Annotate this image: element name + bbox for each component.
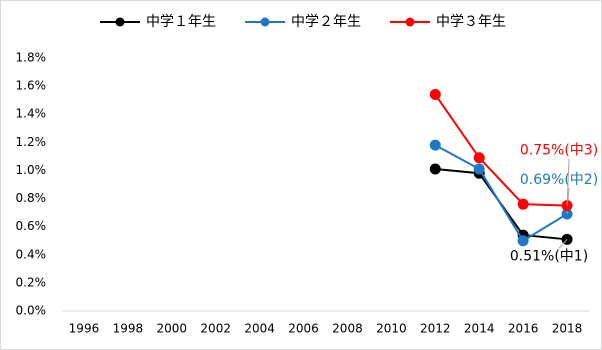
data-label: 0.51%(中1) — [510, 248, 588, 264]
series-line — [434, 144, 568, 243]
leader-line — [566, 158, 570, 206]
x-tick-label: 2004 — [244, 322, 275, 336]
data-label: 0.75%(中3) — [520, 143, 598, 159]
x-tick-label: 2002 — [200, 322, 231, 336]
y-tick-label: 1.0% — [16, 163, 47, 177]
point — [517, 235, 529, 247]
y-tick-label: 1.2% — [16, 135, 47, 149]
x-tick-label: 2012 — [420, 322, 451, 336]
y-tick-label: 0.2% — [16, 275, 47, 289]
y-tick-label: 0.6% — [16, 219, 47, 233]
x-tick-label: 2014 — [464, 322, 495, 336]
x-tick-label: 2008 — [332, 322, 363, 336]
x-tick-label: 2018 — [552, 322, 583, 336]
y-tick-label: 0.0% — [16, 304, 47, 318]
leader-line — [558, 238, 568, 249]
y-tick-label: 1.8% — [16, 51, 47, 65]
point — [473, 163, 485, 175]
y-tick-label: 1.4% — [16, 107, 47, 121]
x-tick-label: 1998 — [113, 322, 144, 336]
y-tick-label: 0.8% — [16, 191, 47, 205]
point — [517, 198, 529, 210]
series-line — [434, 93, 568, 207]
point — [429, 139, 441, 151]
legend-marker — [405, 17, 415, 27]
legend-marker — [115, 17, 125, 27]
point — [429, 163, 441, 175]
x-tick-label: 2016 — [508, 322, 539, 336]
y-tick-label: 1.6% — [16, 79, 47, 93]
x-tick-label: 2000 — [157, 322, 188, 336]
data-label: 0.69%(中2) — [520, 172, 598, 188]
point — [473, 152, 485, 164]
legend-label: 中学１年生 — [146, 14, 216, 30]
legend-label: 中学３年生 — [436, 14, 506, 30]
y-tick-label: 0.4% — [16, 247, 47, 261]
x-tick-label: 1996 — [69, 322, 100, 336]
point — [429, 89, 441, 101]
x-tick-label: 2006 — [288, 322, 319, 336]
x-tick-label: 2010 — [376, 322, 407, 336]
legend-label: 中学２年生 — [291, 14, 361, 30]
legend-marker — [260, 17, 270, 27]
